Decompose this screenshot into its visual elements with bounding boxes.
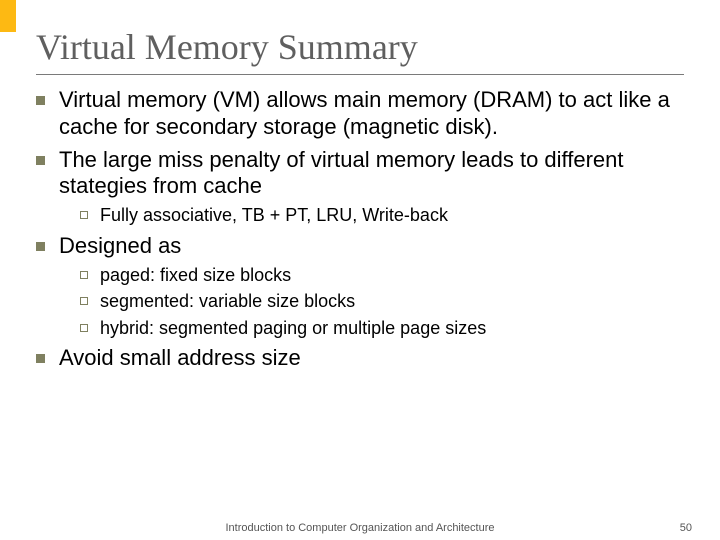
- slide-title: Virtual Memory Summary: [36, 26, 684, 68]
- slide: Virtual Memory Summary Virtual memory (V…: [0, 0, 720, 540]
- list-item: Virtual memory (VM) allows main memory (…: [36, 87, 684, 141]
- list-item-text: hybrid: segmented paging or multiple pag…: [100, 317, 486, 340]
- list-item-text: Avoid small address size: [59, 345, 301, 372]
- footer-center-text: Introduction to Computer Organization an…: [0, 522, 720, 534]
- list-item: Fully associative, TB + PT, LRU, Write-b…: [80, 204, 684, 227]
- bullet-square-icon: [36, 242, 45, 251]
- list-item-text: The large miss penalty of virtual memory…: [59, 147, 684, 201]
- list-item-text: Virtual memory (VM) allows main memory (…: [59, 87, 684, 141]
- list-item-text: paged: fixed size blocks: [100, 264, 291, 287]
- bullet-square-icon: [36, 354, 45, 363]
- list-item-text: segmented: variable size blocks: [100, 290, 355, 313]
- bullet-square-outline-icon: [80, 324, 88, 332]
- bullet-list: Virtual memory (VM) allows main memory (…: [36, 87, 684, 372]
- list-item: The large miss penalty of virtual memory…: [36, 147, 684, 201]
- bullet-square-outline-icon: [80, 211, 88, 219]
- list-item: paged: fixed size blocks: [80, 264, 684, 287]
- list-item: segmented: variable size blocks: [80, 290, 684, 313]
- bullet-square-icon: [36, 96, 45, 105]
- bullet-square-outline-icon: [80, 297, 88, 305]
- bullet-square-outline-icon: [80, 271, 88, 279]
- list-item: hybrid: segmented paging or multiple pag…: [80, 317, 684, 340]
- list-item-text: Fully associative, TB + PT, LRU, Write-b…: [100, 204, 448, 227]
- list-item: Designed as: [36, 233, 684, 260]
- page-number: 50: [680, 522, 692, 534]
- list-item: Avoid small address size: [36, 345, 684, 372]
- bullet-square-icon: [36, 156, 45, 165]
- list-item-text: Designed as: [59, 233, 181, 260]
- title-rule: [36, 74, 684, 75]
